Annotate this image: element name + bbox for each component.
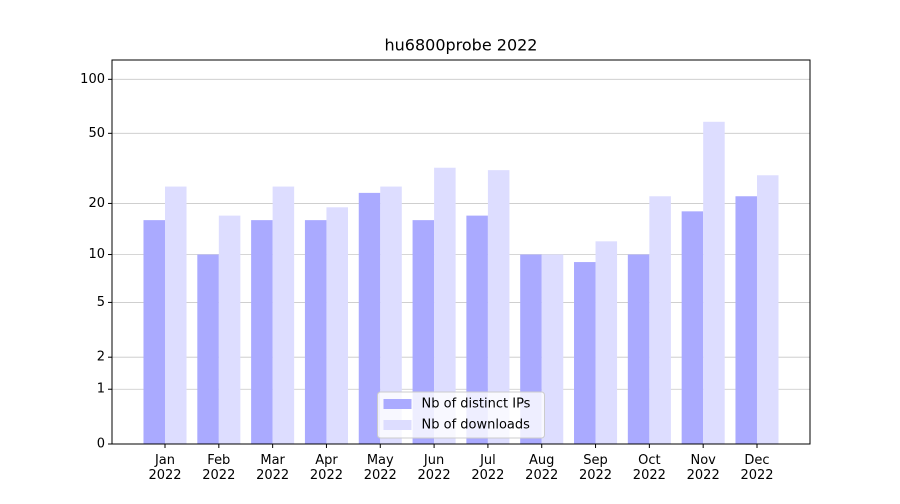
y-tick-label: 100	[80, 72, 105, 87]
bar	[627, 254, 650, 444]
bar	[272, 186, 295, 444]
bar	[681, 211, 704, 444]
x-tick-label: Dec 2022	[740, 453, 774, 483]
y-tick-label: 5	[97, 295, 105, 310]
x-tick-label: Nov 2022	[686, 453, 720, 483]
legend-label: Nb of downloads	[422, 418, 531, 433]
x-tick-label: Jun 2022	[417, 453, 451, 483]
y-tick-label: 0	[97, 437, 105, 452]
plot-frame	[111, 59, 811, 445]
bar	[703, 121, 725, 444]
y-tick-label: 20	[88, 196, 105, 211]
y-tick-label: 1	[97, 382, 105, 397]
bar	[595, 241, 618, 444]
x-tick-label: Mar 2022	[256, 453, 290, 483]
bar	[412, 220, 435, 444]
bar	[304, 220, 327, 444]
legend-swatch	[383, 399, 412, 409]
bar	[143, 220, 166, 444]
x-tick-label: Jan 2022	[148, 453, 182, 483]
x-tick-label: May 2022	[363, 453, 397, 483]
bar	[251, 220, 273, 444]
y-tick-label: 50	[88, 126, 105, 141]
bar	[756, 175, 779, 444]
bar	[487, 170, 510, 444]
x-tick-label: Apr 2022	[309, 453, 343, 483]
y-tick-label: 10	[88, 247, 105, 262]
legend: Nb of distinct IPs Nb of downloads	[377, 391, 545, 439]
bar	[165, 186, 187, 444]
bar	[218, 215, 241, 444]
bar	[434, 167, 456, 444]
x-tick-label: Aug 2022	[525, 453, 559, 483]
bar	[197, 254, 219, 444]
legend-label: Nb of distinct IPs	[422, 397, 531, 412]
bar	[649, 196, 671, 444]
bar	[380, 186, 402, 444]
x-tick-label: Sep 2022	[578, 453, 613, 483]
legend-swatch	[383, 420, 412, 430]
bar	[358, 192, 381, 444]
y-tick-label: 2	[97, 350, 105, 365]
bar	[466, 215, 488, 444]
x-tick-label: Jul 2022	[471, 453, 505, 483]
bar	[735, 196, 757, 444]
chart-title: hu6800probe 2022	[385, 36, 538, 55]
legend-frame	[377, 391, 545, 439]
bar	[541, 254, 564, 444]
x-tick-label: Oct 2022	[632, 453, 666, 483]
x-tick-label: Feb 2022	[202, 453, 236, 483]
bar	[574, 262, 596, 444]
bar	[326, 207, 348, 444]
